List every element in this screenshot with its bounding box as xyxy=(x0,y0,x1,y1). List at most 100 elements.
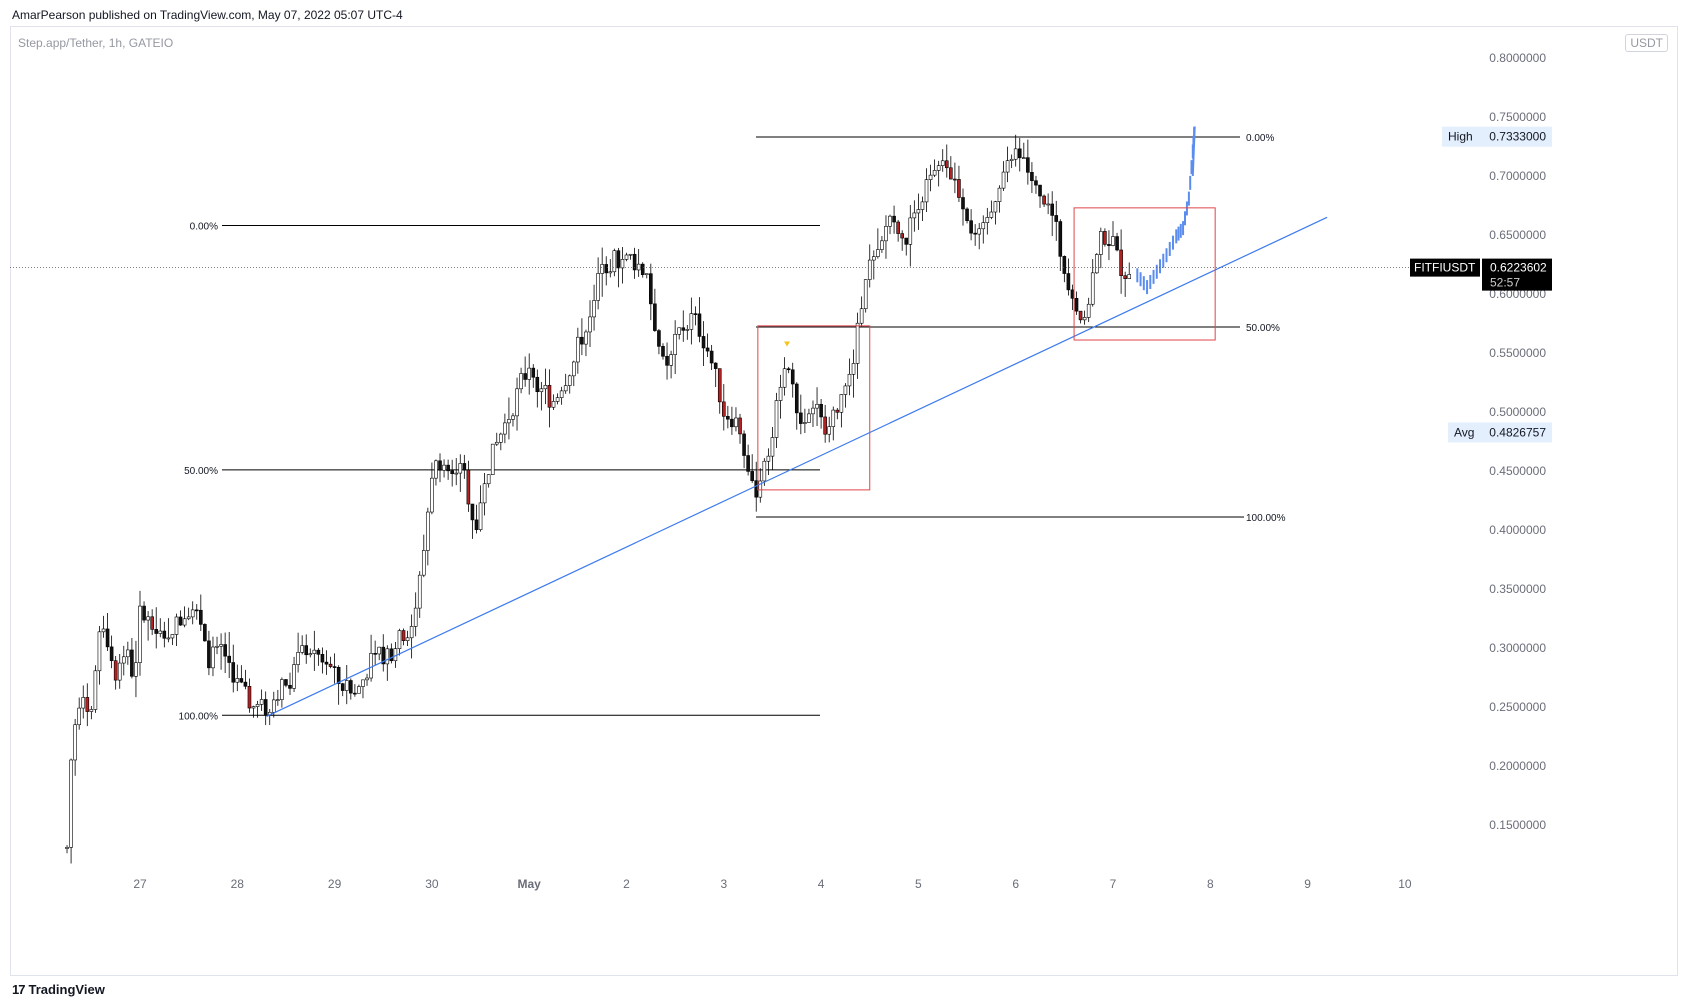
candle-body[interactable] xyxy=(596,273,600,301)
candle-body[interactable] xyxy=(608,271,613,274)
candle-body[interactable] xyxy=(1086,303,1091,318)
candle-body[interactable] xyxy=(97,631,102,672)
candle-body[interactable] xyxy=(113,660,118,681)
candle-body[interactable] xyxy=(93,670,98,710)
candle-body[interactable] xyxy=(474,519,479,530)
candle-body[interactable] xyxy=(827,426,832,435)
candle-body[interactable] xyxy=(1099,231,1103,255)
candle-body[interactable] xyxy=(170,634,175,639)
candle-body[interactable] xyxy=(778,386,783,401)
candle-body[interactable] xyxy=(328,663,333,667)
candle-body[interactable] xyxy=(953,178,957,181)
candle-body[interactable] xyxy=(563,385,568,392)
candle-body[interactable] xyxy=(1030,172,1034,182)
candle-body[interactable] xyxy=(146,616,150,621)
candle-body[interactable] xyxy=(835,409,840,413)
candle-body[interactable] xyxy=(644,273,649,275)
candle-body[interactable] xyxy=(661,346,665,357)
candle-body[interactable] xyxy=(632,253,637,271)
candle-body[interactable] xyxy=(271,699,276,713)
candle-body[interactable] xyxy=(616,250,621,269)
candle-body[interactable] xyxy=(539,388,544,393)
candle-body[interactable] xyxy=(705,347,710,352)
candle-body[interactable] xyxy=(961,197,965,210)
candle-body[interactable] xyxy=(681,327,686,331)
candle-body[interactable] xyxy=(997,187,1002,202)
candle-body[interactable] xyxy=(247,686,252,709)
candle-body[interactable] xyxy=(1026,157,1030,173)
candle-body[interactable] xyxy=(620,259,625,269)
candle-body[interactable] xyxy=(612,250,617,273)
candle-body[interactable] xyxy=(867,259,872,280)
candle-body[interactable] xyxy=(150,616,154,630)
candle-body[interactable] xyxy=(1074,298,1079,312)
candle-body[interactable] xyxy=(600,264,604,274)
candle-body[interactable] xyxy=(174,616,179,635)
candle-body[interactable] xyxy=(689,313,694,330)
candle-body[interactable] xyxy=(839,394,844,413)
candle-body[interactable] xyxy=(965,208,969,221)
candle-body[interactable] xyxy=(381,646,386,665)
candle-body[interactable] xyxy=(957,179,961,198)
candle-body[interactable] xyxy=(576,336,580,363)
candle-body[interactable] xyxy=(296,652,300,665)
candle-body[interactable] xyxy=(154,629,159,634)
candle-body[interactable] xyxy=(182,618,187,626)
candle-body[interactable] xyxy=(673,333,677,355)
candle-body[interactable] xyxy=(880,240,884,250)
candle-body[interactable] xyxy=(896,221,900,234)
candle-body[interactable] xyxy=(235,678,240,683)
candle-body[interactable] xyxy=(701,336,706,349)
candle-body[interactable] xyxy=(665,355,669,366)
candle-body[interactable] xyxy=(251,706,256,709)
candle-body[interactable] xyxy=(450,470,454,474)
candle-body[interactable] xyxy=(405,637,410,641)
candle-body[interactable] xyxy=(908,217,913,245)
candle-body[interactable] xyxy=(758,480,763,498)
candle-body[interactable] xyxy=(916,209,921,214)
candle-body[interactable] xyxy=(782,368,787,388)
tradingview-footer[interactable]: 17 TradingView xyxy=(12,982,105,997)
candle-body[interactable] xyxy=(373,653,377,655)
candle-body[interactable] xyxy=(316,649,321,655)
candle-body[interactable] xyxy=(227,655,231,663)
candle-body[interactable] xyxy=(1066,273,1071,291)
candle-body[interactable] xyxy=(466,469,471,505)
trendline[interactable] xyxy=(266,216,1328,717)
candle-body[interactable] xyxy=(669,354,673,366)
candle-body[interactable] xyxy=(178,616,183,626)
candle-body[interactable] xyxy=(843,385,848,395)
candle-body[interactable] xyxy=(312,649,317,654)
candle-body[interactable] xyxy=(1050,203,1054,216)
candle-body[interactable] xyxy=(811,407,815,415)
candle-body[interactable] xyxy=(803,422,807,424)
candle-body[interactable] xyxy=(790,369,795,385)
candle-body[interactable] xyxy=(584,331,588,345)
candle-body[interactable] xyxy=(1013,148,1018,160)
candle-body[interactable] xyxy=(417,574,422,609)
candle-body[interactable] xyxy=(981,222,986,230)
candle-body[interactable] xyxy=(1042,195,1046,205)
candle-body[interactable] xyxy=(1070,289,1075,299)
candle-body[interactable] xyxy=(490,443,495,475)
candle-body[interactable] xyxy=(409,626,414,639)
rectangle-annotation[interactable] xyxy=(757,325,871,491)
candle-body[interactable] xyxy=(653,303,657,331)
candle-body[interactable] xyxy=(324,661,329,665)
candle-body[interactable] xyxy=(357,686,361,694)
candle-body[interactable] xyxy=(1115,236,1119,251)
candle-body[interactable] xyxy=(697,313,702,337)
candle-body[interactable] xyxy=(207,640,211,669)
candle-body[interactable] xyxy=(519,373,523,390)
candle-body[interactable] xyxy=(73,724,77,761)
candle-body[interactable] xyxy=(1123,275,1127,279)
candle-body[interactable] xyxy=(121,656,126,664)
candle-body[interactable] xyxy=(855,322,860,364)
candle-body[interactable] xyxy=(1054,215,1059,222)
candle-body[interactable] xyxy=(989,211,994,218)
candle-body[interactable] xyxy=(1094,254,1099,274)
candle-body[interactable] xyxy=(774,400,779,438)
candle-body[interactable] xyxy=(454,472,459,475)
candle-body[interactable] xyxy=(442,464,446,471)
candle-body[interactable] xyxy=(438,460,442,471)
